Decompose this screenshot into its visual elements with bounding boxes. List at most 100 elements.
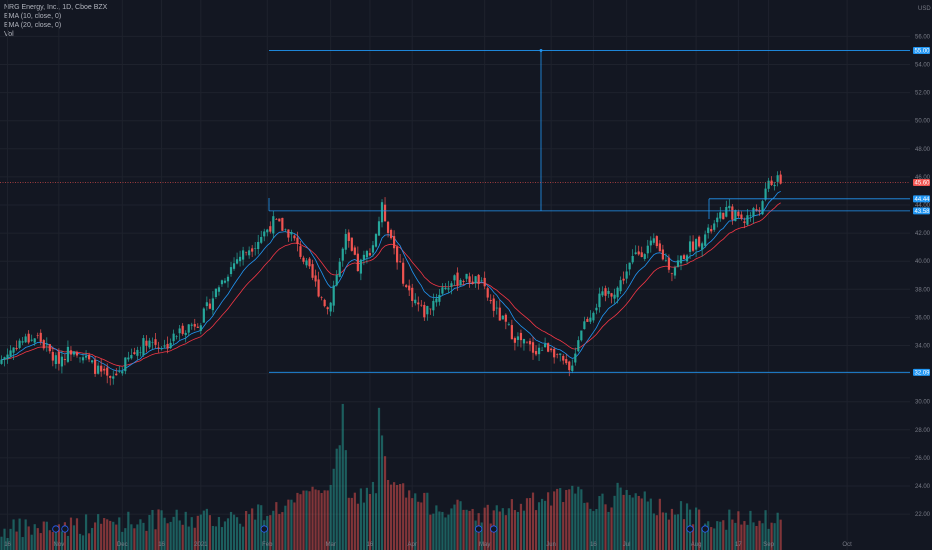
candle-body bbox=[341, 248, 344, 261]
volume-bar bbox=[380, 435, 384, 550]
candle-body bbox=[151, 342, 154, 343]
volume-bar bbox=[103, 518, 106, 550]
volume-bar bbox=[91, 527, 94, 550]
candle-body bbox=[701, 243, 704, 250]
volume-bar bbox=[408, 490, 411, 550]
volume-bar bbox=[695, 507, 698, 550]
candle-body bbox=[302, 257, 305, 262]
volume-bar bbox=[758, 520, 761, 550]
price-tag bbox=[913, 195, 930, 203]
candle-body bbox=[664, 260, 667, 261]
x-tick-label: Jun bbox=[546, 542, 556, 548]
volume-bar bbox=[72, 525, 76, 550]
volume-bar bbox=[547, 492, 550, 550]
volume-bar bbox=[417, 501, 420, 550]
x-tick-label: Aug bbox=[691, 542, 702, 548]
volume-bar bbox=[347, 497, 350, 550]
volume-bar bbox=[163, 517, 166, 550]
candle-body bbox=[365, 250, 369, 258]
volume-bar bbox=[374, 493, 378, 550]
candle-body bbox=[673, 267, 677, 276]
candle-body bbox=[477, 274, 480, 284]
candle-body bbox=[356, 253, 359, 272]
volume-bar bbox=[770, 522, 773, 550]
volume-bar bbox=[127, 511, 130, 550]
price-tag bbox=[913, 207, 930, 215]
candle-body bbox=[109, 376, 112, 378]
volume-bar bbox=[329, 484, 332, 550]
volume-bar bbox=[106, 519, 109, 550]
candle-body bbox=[453, 275, 456, 281]
chart-legend: NRG Energy, Inc., 1D, Cboe BZX EMA (10, … bbox=[4, 3, 107, 39]
candle-body bbox=[725, 206, 728, 217]
candle-body bbox=[728, 205, 731, 209]
volume-bars bbox=[0, 403, 782, 550]
volume-bar bbox=[3, 528, 6, 550]
x-tick-label: 16 bbox=[590, 542, 597, 548]
volume-bar bbox=[722, 520, 725, 550]
candle-body bbox=[634, 252, 637, 255]
candle-body bbox=[0, 359, 3, 364]
candle-body bbox=[776, 175, 779, 182]
volume-bar bbox=[94, 522, 97, 550]
candle-body bbox=[57, 351, 60, 364]
volume-bar bbox=[235, 517, 239, 550]
volume-bar bbox=[423, 492, 426, 550]
volume-bar bbox=[226, 518, 230, 550]
price-tag bbox=[913, 368, 930, 376]
volume-bar bbox=[30, 534, 33, 550]
volume-bar bbox=[773, 523, 776, 550]
candle-body bbox=[486, 288, 489, 298]
volume-bar bbox=[698, 509, 701, 550]
candle-body bbox=[87, 354, 91, 360]
candle-body bbox=[377, 221, 381, 236]
volume-bar bbox=[232, 514, 236, 550]
volume-bar bbox=[544, 500, 547, 550]
candle-body bbox=[465, 273, 468, 279]
y-tick-label: 42.00 bbox=[915, 231, 931, 237]
volume-bar bbox=[238, 523, 242, 550]
volume-bar bbox=[305, 490, 308, 550]
candle-body bbox=[317, 279, 320, 297]
legend-symbol: NRG Energy, Inc., 1D, Cboe BZX bbox=[4, 4, 108, 11]
candle-body bbox=[480, 280, 483, 282]
volume-bar bbox=[625, 489, 628, 550]
candle-body bbox=[184, 332, 187, 335]
candle-body bbox=[734, 210, 737, 222]
volume-bar bbox=[571, 485, 574, 550]
candle-body bbox=[242, 250, 245, 260]
candle-body bbox=[172, 333, 175, 342]
volume-bar bbox=[45, 521, 48, 550]
grid bbox=[0, 0, 910, 550]
volume-bar bbox=[438, 511, 441, 550]
candle-body bbox=[248, 250, 251, 256]
volume-bar bbox=[175, 509, 178, 550]
candle-body bbox=[260, 236, 263, 243]
volume-bar bbox=[456, 499, 459, 550]
candle-body bbox=[103, 368, 106, 371]
candle-body bbox=[190, 324, 193, 326]
candle-body bbox=[658, 243, 661, 252]
candle-body bbox=[773, 184, 776, 187]
volume-bar bbox=[519, 503, 523, 550]
candle-body bbox=[75, 352, 79, 356]
volume-bar bbox=[679, 501, 683, 550]
candle-body bbox=[335, 275, 338, 286]
volume-bar bbox=[664, 512, 667, 550]
volume-bar bbox=[118, 517, 121, 550]
volume-bar bbox=[628, 495, 631, 550]
x-tick-label: Oct bbox=[842, 542, 852, 548]
candle-body bbox=[592, 312, 595, 321]
candle-body bbox=[637, 251, 640, 255]
candle-body bbox=[649, 240, 652, 246]
candle-body bbox=[320, 297, 323, 298]
volume-bar bbox=[145, 530, 148, 550]
x-tick-label: Sep bbox=[763, 542, 774, 548]
volume-bar bbox=[220, 527, 224, 550]
candle-body bbox=[743, 221, 746, 223]
candle-body bbox=[622, 278, 625, 281]
candle-body bbox=[232, 263, 236, 269]
candle-body bbox=[368, 253, 372, 256]
candle-body bbox=[749, 215, 752, 216]
